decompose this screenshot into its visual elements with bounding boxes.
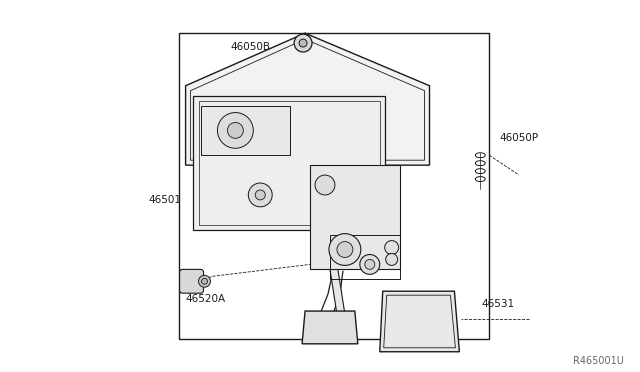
Polygon shape bbox=[179, 33, 489, 339]
Polygon shape bbox=[330, 269, 345, 314]
Circle shape bbox=[337, 241, 353, 257]
Circle shape bbox=[248, 183, 272, 207]
Circle shape bbox=[198, 275, 211, 287]
Circle shape bbox=[227, 122, 243, 138]
Polygon shape bbox=[310, 165, 399, 269]
Text: R465001U: R465001U bbox=[573, 356, 624, 366]
Circle shape bbox=[299, 39, 307, 47]
Circle shape bbox=[385, 241, 399, 254]
Polygon shape bbox=[200, 106, 290, 155]
FancyBboxPatch shape bbox=[180, 269, 204, 293]
Polygon shape bbox=[193, 96, 385, 230]
Circle shape bbox=[365, 259, 375, 269]
Text: 46501: 46501 bbox=[148, 195, 182, 205]
Circle shape bbox=[202, 278, 207, 284]
Text: 46531: 46531 bbox=[481, 299, 515, 309]
Polygon shape bbox=[380, 291, 460, 352]
Circle shape bbox=[294, 34, 312, 52]
Circle shape bbox=[255, 190, 265, 200]
Circle shape bbox=[360, 254, 380, 274]
Polygon shape bbox=[302, 311, 358, 344]
Polygon shape bbox=[186, 33, 429, 165]
Text: 46520A: 46520A bbox=[186, 294, 226, 304]
Text: 46050B: 46050B bbox=[230, 42, 270, 52]
Circle shape bbox=[315, 175, 335, 195]
Circle shape bbox=[218, 113, 253, 148]
Circle shape bbox=[386, 253, 397, 265]
Circle shape bbox=[329, 234, 361, 265]
Text: 46050P: 46050P bbox=[499, 133, 538, 143]
